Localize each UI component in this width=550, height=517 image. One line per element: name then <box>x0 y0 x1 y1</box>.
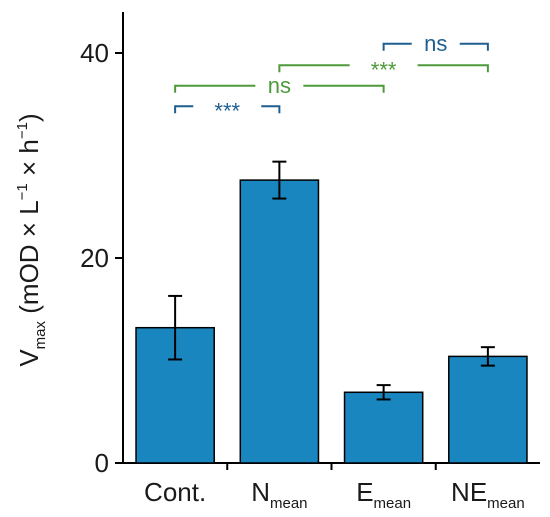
y-tick-label: 0 <box>95 448 109 478</box>
significance-bracket: *** <box>278 57 489 82</box>
x-tick-label: Emean <box>356 477 411 512</box>
significance-bracket: ns <box>174 73 385 98</box>
significance-label: ns <box>424 31 447 56</box>
y-axis-title-text: Vmax (mOD × L−1 × h−1) <box>14 113 49 366</box>
x-tick-label: NEmean <box>451 477 525 512</box>
bracket-left <box>174 84 256 93</box>
bracket-right <box>303 84 385 93</box>
significance-label: *** <box>371 57 397 82</box>
axes: 0 20 40 Cont. Nmean Emean NEmean <box>80 12 540 512</box>
bars <box>135 160 528 464</box>
bracket-left <box>382 42 412 51</box>
y-tick-label: 40 <box>80 38 109 68</box>
y-axis-title: Vmax (mOD × L−1 × h−1) <box>14 113 49 366</box>
bar <box>239 179 320 464</box>
bracket-right <box>459 42 489 51</box>
y-axis-label: Vmax (mOD × L−1 × h−1) <box>14 113 49 366</box>
bracket-right <box>417 64 489 73</box>
bar <box>448 355 528 464</box>
bracket-left <box>278 64 350 73</box>
significance-bracket: ns <box>382 31 489 56</box>
significance-label: *** <box>214 98 240 123</box>
bar <box>343 391 424 464</box>
x-tick-label: Nmean <box>251 477 307 512</box>
significance-bracket: *** <box>174 98 281 123</box>
bracket-right <box>261 105 281 114</box>
bracket-left <box>174 105 194 114</box>
x-tick-label: Cont. <box>144 477 206 507</box>
significance-brackets: *** ns *** ns <box>174 31 489 123</box>
significance-label: ns <box>268 73 291 98</box>
y-tick-label: 20 <box>80 243 109 273</box>
